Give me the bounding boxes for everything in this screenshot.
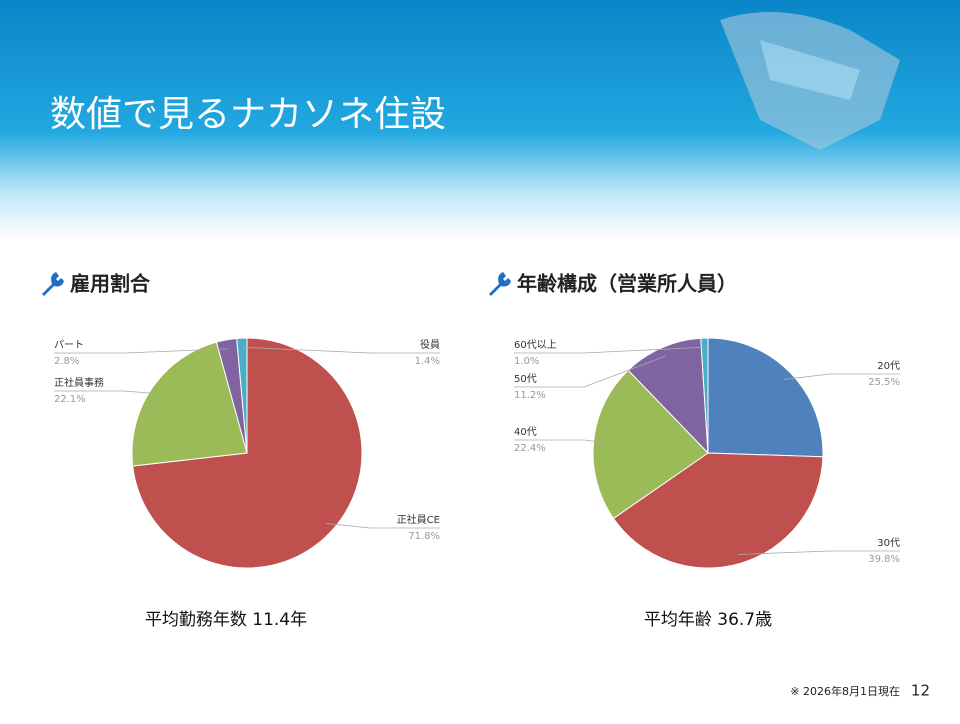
leader-line	[325, 523, 440, 529]
slice-value-label: 1.4%	[415, 356, 440, 367]
pie-slice	[707, 337, 824, 458]
slice-label: 40代	[514, 426, 537, 438]
pie-slice	[612, 452, 824, 569]
slice-value-label: 11.2%	[514, 390, 546, 401]
slice-value-label: 2.8%	[54, 356, 79, 367]
slice-label: 20代	[877, 360, 900, 372]
pie-slice	[131, 341, 248, 467]
chart-title: 雇用割合	[70, 272, 151, 296]
leader-line	[54, 390, 160, 395]
pie-slice	[627, 337, 709, 455]
leader-line	[242, 346, 440, 354]
slice-value-label: 71.8%	[408, 531, 440, 542]
leader-line	[54, 348, 229, 354]
slice-label: 役員	[420, 338, 440, 351]
slice-value-label: 22.4%	[514, 443, 546, 454]
chart-caption: 平均勤務年数 11.4年	[145, 610, 307, 630]
wrench-icon	[42, 272, 64, 296]
page-number: 12	[911, 682, 930, 700]
slice-label: 60代以上	[514, 339, 557, 351]
leader-line	[783, 373, 900, 380]
footnote: ※ 2026年8月1日現在	[790, 684, 900, 698]
slice-label: パート	[54, 339, 84, 351]
wrench-icon	[489, 272, 511, 296]
slice-label: 正社員事務	[54, 376, 104, 389]
pie-slice	[700, 337, 709, 454]
slice-value-label: 1.0%	[514, 356, 539, 367]
slice-label: 30代	[877, 537, 900, 549]
slice-label: 正社員CE	[397, 513, 440, 526]
slice-value-label: 22.1%	[54, 394, 86, 405]
header-decoration	[720, 12, 900, 150]
leader-line	[737, 550, 900, 555]
leader-line	[514, 346, 705, 354]
chart-title: 年齢構成（営業所人員）	[517, 272, 737, 296]
slice-value-label: 39.8%	[868, 554, 900, 565]
pie-slice	[236, 337, 248, 454]
slice-value-label: 25.5%	[868, 377, 900, 388]
slice-label: 50代	[514, 373, 537, 385]
slide-title: 数値で見るナカソネ住設	[50, 94, 446, 135]
leader-line	[514, 355, 666, 388]
chart-caption: 平均年齢 36.7歳	[644, 610, 772, 630]
leader-line	[514, 439, 603, 443]
